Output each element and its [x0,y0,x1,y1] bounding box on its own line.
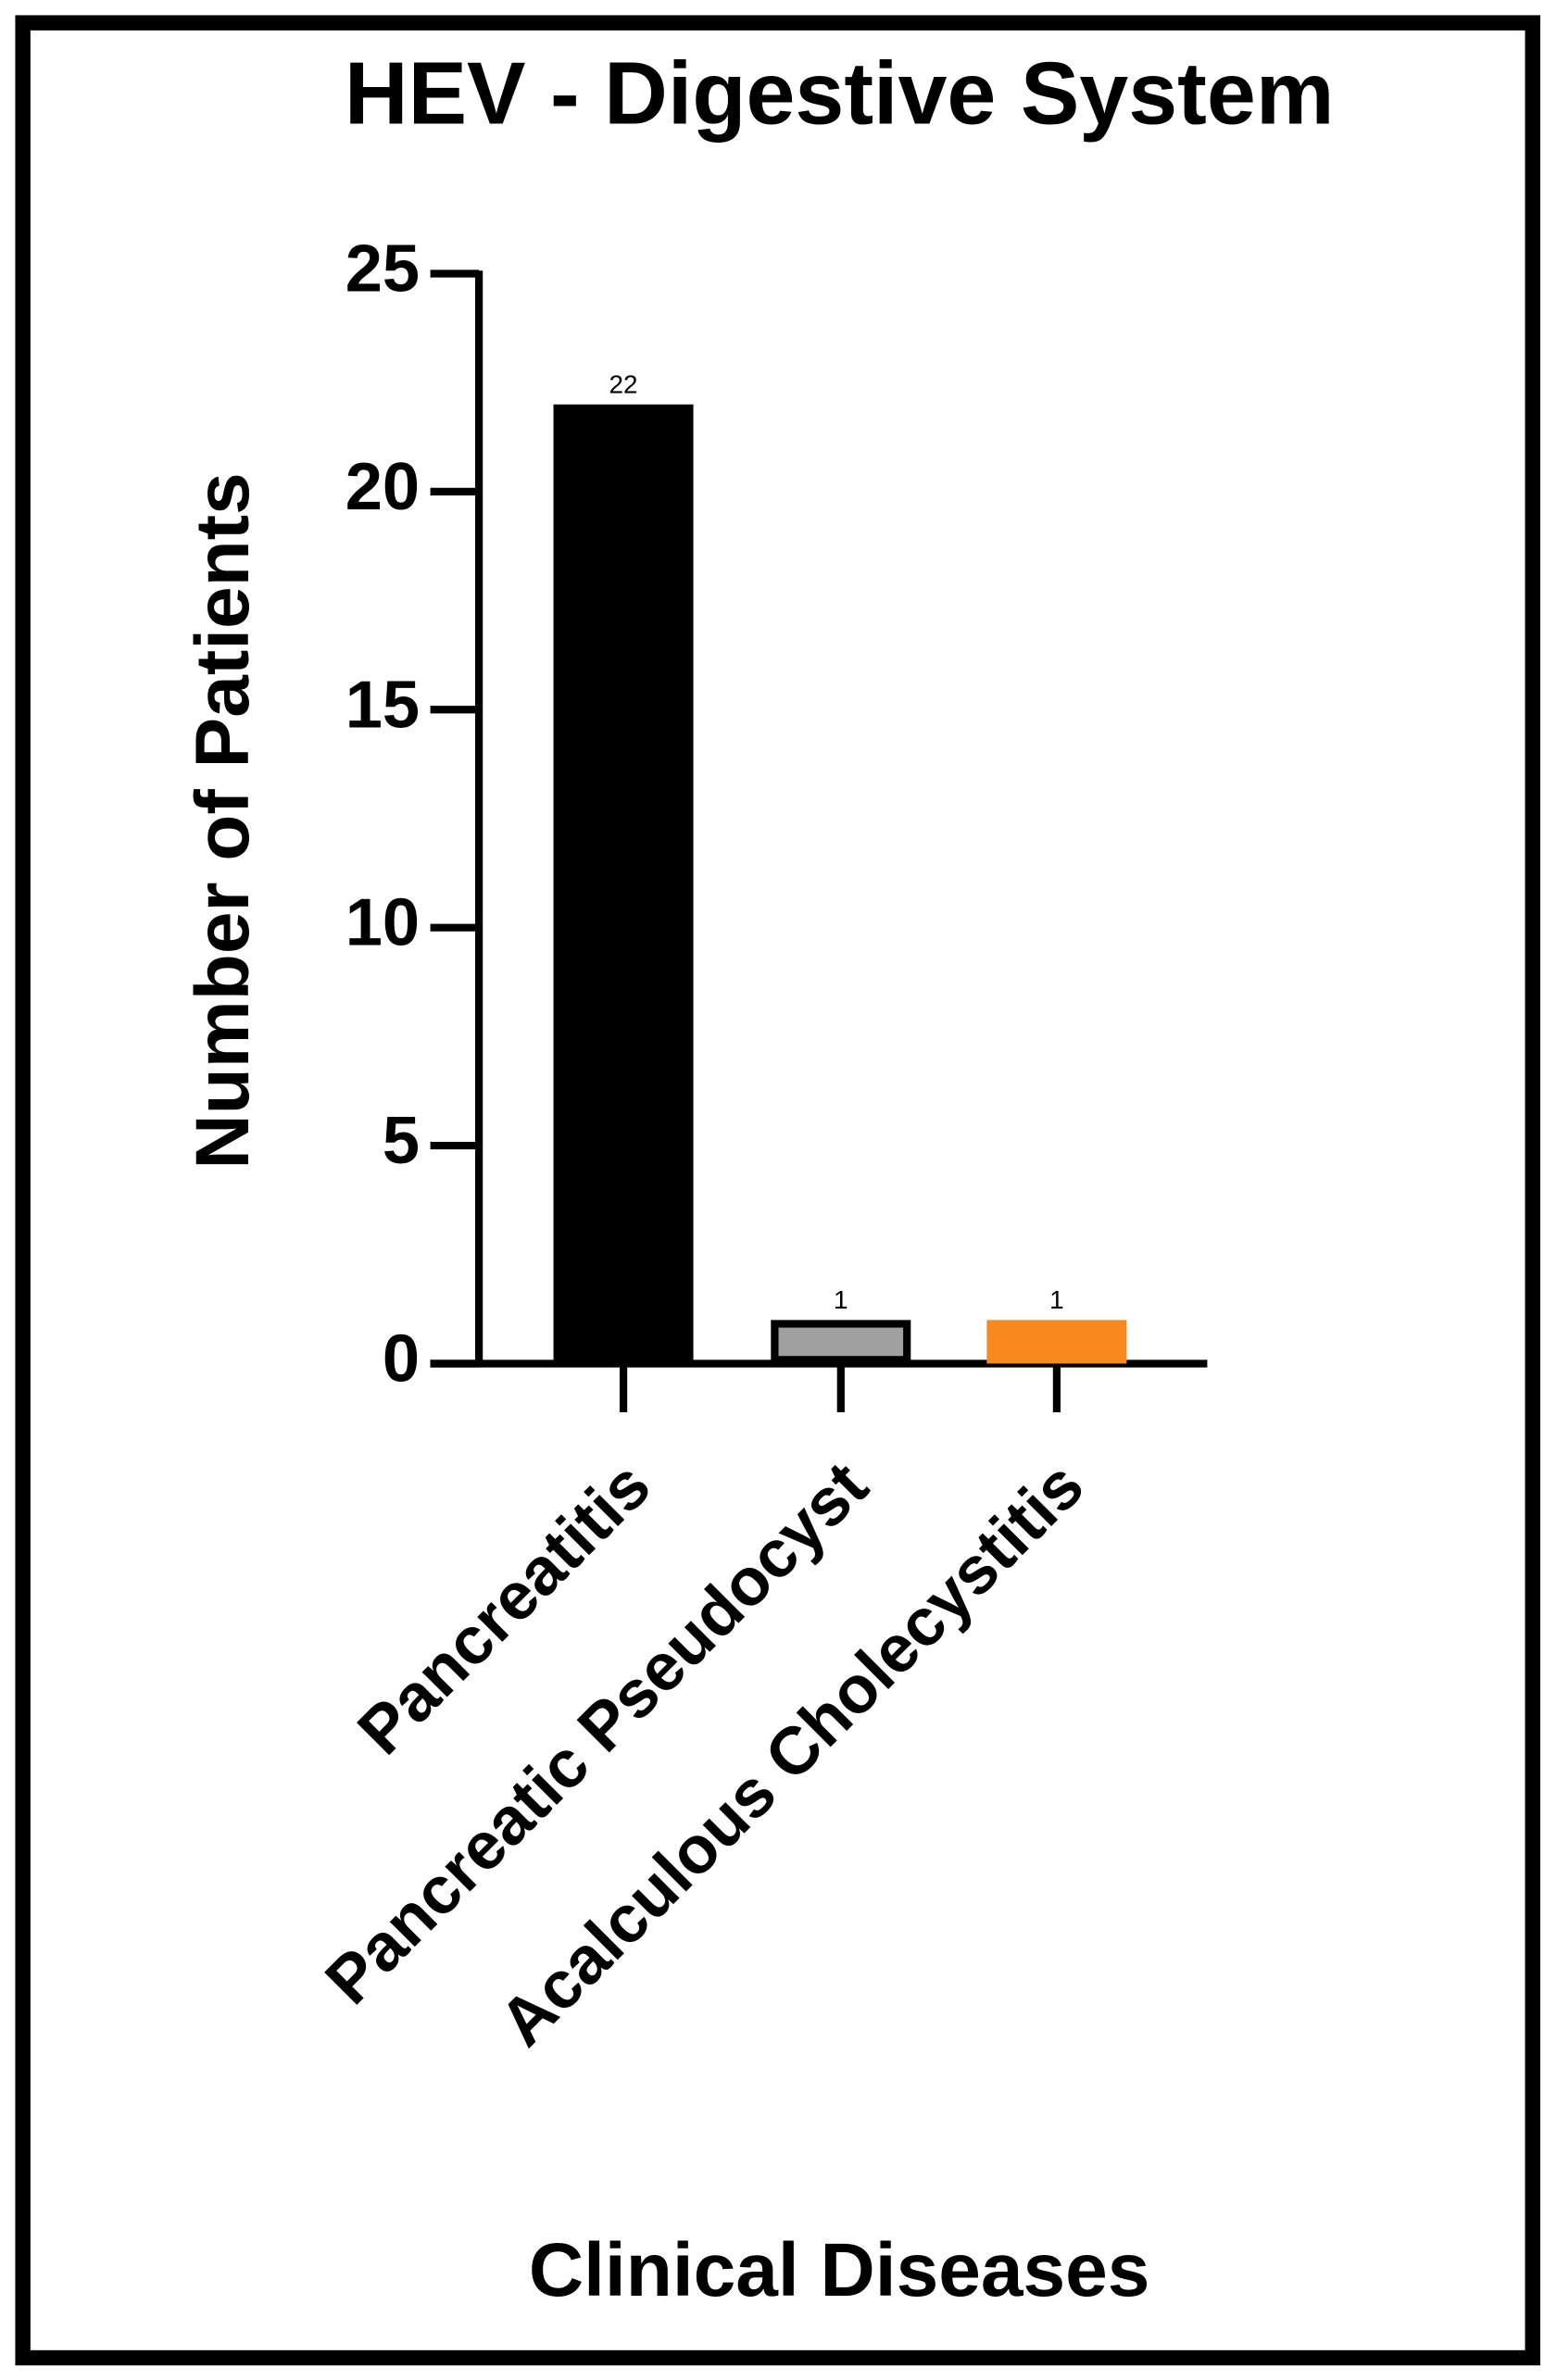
y-tick-label: 20 [345,450,420,524]
bar [986,1320,1127,1364]
x-axis-title: Clinical Diseases [529,2228,1150,2312]
value-label: 1 [1049,1285,1064,1314]
value-label: 1 [834,1285,848,1314]
y-tick-label: 25 [345,232,420,307]
frame [15,15,1540,2366]
y-axis-title: Number of Patients [181,472,265,1169]
y-tick-label: 0 [383,1322,420,1397]
bar [771,1320,911,1364]
y-tick-label: 5 [383,1104,420,1178]
y-tick-label: 15 [345,668,420,742]
value-label: 22 [609,370,638,398]
y-tick-label: 10 [345,886,420,960]
chart-title: HEV - Digestive System [345,44,1335,143]
bar [553,404,694,1364]
